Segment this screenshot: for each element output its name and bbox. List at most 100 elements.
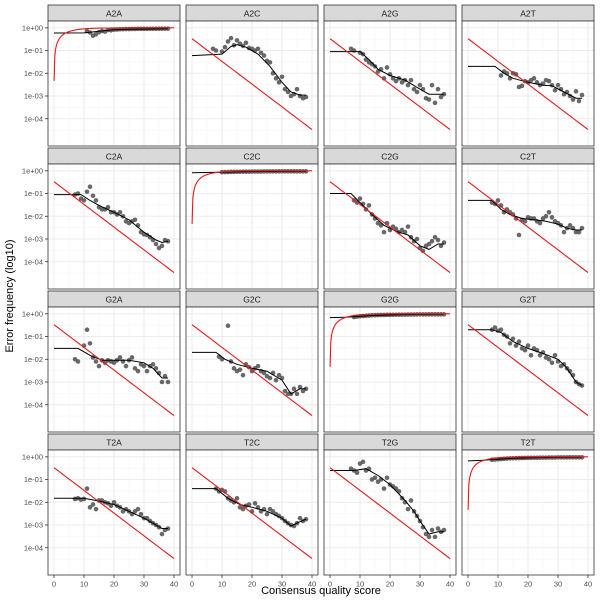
y-tick-label: 1e-03	[24, 92, 43, 101]
data-point	[561, 362, 567, 367]
panel-border	[47, 20, 181, 147]
panel-border	[461, 306, 595, 433]
fitted-error-line	[191, 170, 307, 174]
data-point	[546, 356, 552, 362]
data-point	[162, 373, 168, 379]
data-point	[285, 89, 291, 95]
data-point	[276, 372, 282, 378]
data-point	[498, 203, 504, 208]
plot-area	[329, 459, 451, 560]
facet-strip-label: G2C	[243, 294, 260, 304]
facet-strip-label: C2C	[243, 151, 260, 161]
data-point	[435, 86, 441, 92]
data-point	[270, 509, 276, 514]
data-point	[561, 229, 567, 235]
data-point	[225, 323, 231, 329]
facet-strip-label: A2C	[244, 8, 261, 18]
data-point	[267, 60, 273, 65]
data-point	[129, 355, 135, 360]
data-point	[435, 237, 441, 243]
panel-border	[185, 306, 319, 433]
facet-g2a: G2A 1e+00 1e-01 1e-02 1e-03 1e-04	[22, 290, 181, 433]
fitted-error-line	[330, 468, 444, 535]
data-point	[426, 534, 432, 540]
data-point	[297, 384, 303, 390]
facet-strip-label: C2A	[106, 151, 123, 161]
data-point	[507, 341, 513, 346]
facet-strip-label: A2T	[520, 8, 536, 18]
x-tick-label: 0	[466, 580, 470, 589]
panel-border	[47, 306, 181, 433]
plot-area	[329, 38, 451, 131]
y-tick-label: 1e-01	[24, 475, 43, 484]
x-tick-label: 20	[248, 580, 256, 589]
nominal-q-line	[329, 313, 450, 367]
facet-c2a: C2A 1e+00 1e-01 1e-02 1e-03 1e-04	[22, 147, 181, 290]
facet-strip-label: A2A	[106, 8, 122, 18]
data-point	[135, 368, 141, 374]
data-point	[552, 87, 558, 93]
x-tick-label: 10	[80, 580, 88, 589]
data-point	[264, 511, 270, 517]
panel-border	[185, 163, 319, 290]
y-tick-label: 1e-03	[24, 521, 43, 530]
fitted-error-line	[54, 194, 169, 244]
data-point	[372, 475, 378, 481]
data-point	[165, 379, 171, 385]
data-point	[123, 363, 129, 369]
y-tick-label: 1e-02	[24, 498, 43, 507]
data-point	[255, 46, 261, 52]
facet-g2t: G2T	[461, 290, 595, 433]
data-point	[519, 83, 525, 89]
data-point	[246, 502, 252, 507]
facet-panels: A2A 1e+00 1e-01 1e-02 1e-03 1e-04 A2C A2G A2T C2A…	[22, 4, 595, 589]
y-tick-label: 1e-04	[24, 114, 43, 123]
data-point	[408, 77, 414, 83]
data-point	[228, 35, 234, 41]
data-point	[420, 524, 426, 530]
grid	[48, 164, 180, 289]
data-point	[576, 229, 582, 235]
data-point	[159, 379, 165, 385]
facet-a2a: A2A 1e+00 1e-01 1e-02 1e-03 1e-04	[22, 4, 181, 147]
data-point	[522, 219, 528, 224]
data-point	[522, 347, 528, 353]
data-point	[579, 92, 585, 98]
data-point	[432, 234, 438, 240]
data-point	[573, 89, 579, 94]
data-point	[420, 248, 426, 254]
data-point	[372, 216, 378, 221]
x-tick-label: 20	[524, 580, 532, 589]
nominal-q-line	[53, 467, 175, 560]
x-tick-label: 30	[554, 580, 562, 589]
nominal-q-line	[53, 27, 174, 81]
facet-strip-label: G2G	[381, 294, 399, 304]
y-tick-label: 1e-02	[24, 355, 43, 364]
data-point	[273, 377, 279, 383]
data-point	[432, 534, 438, 540]
data-point	[438, 243, 444, 249]
facet-t2t: T2T 0 10 20 30 40	[461, 433, 595, 589]
data-point	[159, 243, 165, 249]
data-point	[234, 495, 240, 501]
data-point	[303, 94, 309, 100]
nominal-q-line	[467, 324, 589, 417]
data-point	[75, 359, 81, 364]
x-tick-label: 10	[494, 580, 502, 589]
panel-border	[323, 20, 457, 147]
data-point	[354, 470, 360, 476]
nominal-q-line	[329, 181, 451, 274]
plot-area	[53, 26, 174, 81]
y-tick-label: 1e-03	[24, 235, 43, 244]
data-point	[525, 343, 531, 348]
facet-a2c: A2C	[185, 4, 319, 147]
data-point	[108, 503, 114, 509]
y-tick-label: 1e-04	[24, 257, 43, 266]
data-point	[84, 327, 90, 333]
data-point	[282, 388, 288, 394]
data-point	[222, 44, 228, 50]
data-point	[132, 217, 138, 223]
facet-strip-label: C2G	[381, 151, 398, 161]
facet-strip-label: T2T	[520, 437, 535, 447]
plot-area	[467, 181, 589, 274]
